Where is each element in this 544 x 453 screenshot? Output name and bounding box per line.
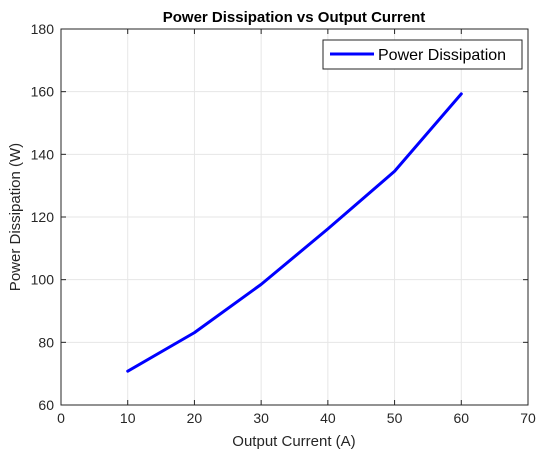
x-tick-label: 40 xyxy=(320,410,336,426)
legend: Power Dissipation xyxy=(322,39,523,70)
x-tick-label: 50 xyxy=(387,410,403,426)
y-tick-label: 140 xyxy=(31,146,55,162)
x-tick-label: 60 xyxy=(453,410,469,426)
x-tick-label: 0 xyxy=(57,410,65,426)
x-tick-label: 70 xyxy=(520,410,536,426)
y-axis-label: Power Dissipation (W) xyxy=(7,143,24,291)
legend-entry-label: Power Dissipation xyxy=(378,47,506,64)
x-tick-label: 10 xyxy=(120,410,136,426)
y-tick-label: 100 xyxy=(31,272,55,288)
series-line-power-dissipation xyxy=(126,92,463,373)
y-tick-label: 180 xyxy=(31,21,55,37)
x-tick-label: 30 xyxy=(253,410,269,426)
y-tick-label: 160 xyxy=(31,84,55,100)
x-axis-label: Output Current (A) xyxy=(232,433,355,450)
x-tick-label: 20 xyxy=(187,410,203,426)
y-tick-label: 60 xyxy=(38,397,54,413)
series-layer xyxy=(126,92,463,373)
y-tick-label: 80 xyxy=(38,334,54,350)
chart-title: Power Dissipation vs Output Current xyxy=(163,9,426,26)
tick-labels: 0 10 20 30 40 50 60 70 60 80 100 120 140 160 180 xyxy=(31,21,536,426)
y-tick-label: 120 xyxy=(31,209,55,225)
